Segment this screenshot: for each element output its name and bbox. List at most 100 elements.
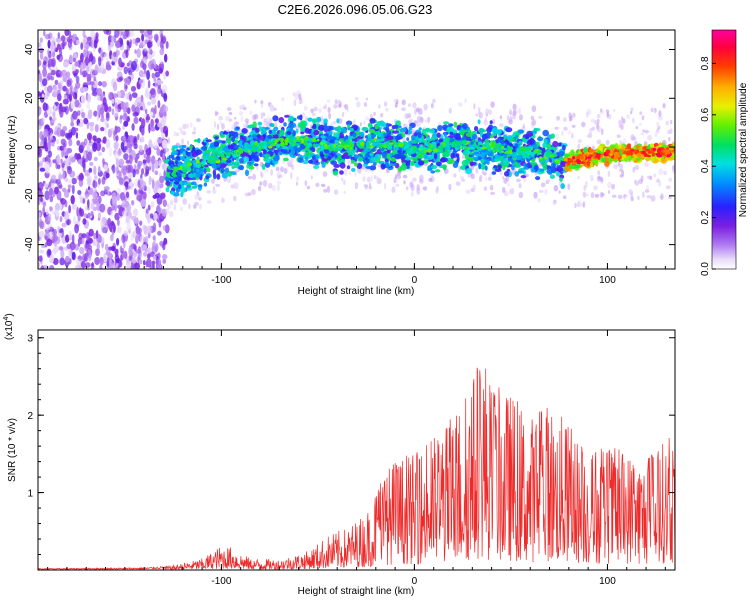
heatmap-cell-4610 xyxy=(165,187,170,193)
heatmap-cell-1900 xyxy=(409,118,414,123)
heatmap-cell-1908 xyxy=(600,177,604,183)
heatmap-cell-632 xyxy=(140,136,145,143)
heatmap-cell-975 xyxy=(87,212,91,219)
heatmap-cell-1961 xyxy=(193,126,196,132)
heatmap-cell-3345 xyxy=(411,134,415,140)
heatmap-cell-1363 xyxy=(254,99,257,104)
heatmap-cell-1288 xyxy=(88,254,92,262)
heatmap-cell-1752 xyxy=(380,113,384,118)
heatmap-cell-4638 xyxy=(514,164,522,168)
heatmap-cell-4178 xyxy=(386,135,394,141)
heatmap-cell-4103 xyxy=(213,172,217,180)
heatmap-cell-2011 xyxy=(252,173,256,181)
heatmap-cell-1274 xyxy=(120,31,127,36)
heatmap-cell-4754 xyxy=(400,164,407,171)
heatmap-cell-955 xyxy=(93,40,98,49)
heatmap-cell-1243 xyxy=(159,106,164,115)
heatmap-cell-4102 xyxy=(469,161,474,167)
heatmap-cell-1780 xyxy=(179,206,184,212)
heatmap-cell-1465 xyxy=(556,133,559,140)
heatmap-cell-1303 xyxy=(467,173,471,178)
heatmap-cell-1906 xyxy=(506,115,510,121)
heatmap-cell-4355 xyxy=(587,163,591,167)
heatmap-cell-4050 xyxy=(284,114,290,118)
heatmap-cell-1257 xyxy=(65,88,69,94)
heatmap-cell-4457 xyxy=(220,167,225,174)
heatmap-cell-1134 xyxy=(91,33,96,38)
heatmap-cell-1268 xyxy=(113,224,116,233)
heatmap-cell-1221 xyxy=(64,158,69,166)
heatmap-cell-1903 xyxy=(638,178,644,184)
heatmap-cell-1035 xyxy=(82,70,88,77)
heatmap-cell-1088 xyxy=(82,218,87,225)
heatmap-cell-1060 xyxy=(74,99,80,108)
heatmap-cell-2419 xyxy=(486,126,493,133)
heatmap-cell-1383 xyxy=(181,130,187,136)
heatmap-cell-1317 xyxy=(301,112,306,118)
heatmap-cell-2106 xyxy=(212,190,216,194)
heatmap-cell-1299 xyxy=(142,49,145,56)
heatmap-cell-1223 xyxy=(91,91,98,97)
heatmap-cell-1423 xyxy=(423,103,428,111)
heatmap-cell-1632 xyxy=(268,118,273,124)
heatmap-cell-1169 xyxy=(157,258,162,268)
heatmap-cell-1142 xyxy=(118,57,122,67)
heatmap-cell-728 xyxy=(60,158,63,164)
heatmap-cell-2028 xyxy=(385,108,389,112)
heatmap-cell-1287 xyxy=(146,70,151,80)
heatmap-cell-898 xyxy=(111,195,118,206)
heatmap-cell-2307 xyxy=(535,176,541,181)
heatmap-cell-4276 xyxy=(493,165,498,169)
heatmap-cell-3847 xyxy=(556,171,561,177)
heatmap-cell-4788 xyxy=(351,167,356,172)
heatmap-cell-1874 xyxy=(403,180,406,185)
heatmap-cell-3608 xyxy=(361,126,369,132)
heatmap-cell-3429 xyxy=(494,168,502,172)
heatmap-cell-1998 xyxy=(281,97,285,102)
heatmap-cell-4862 xyxy=(217,153,221,157)
heatmap-cell-2032 xyxy=(410,191,415,197)
heatmap-cell-1901 xyxy=(298,93,302,100)
heatmap-cell-423 xyxy=(151,50,156,57)
heatmap-cell-488 xyxy=(56,54,61,60)
heatmap-cell-382 xyxy=(135,234,139,244)
heatmap-cell-626 xyxy=(83,117,89,125)
heatmap-cell-354 xyxy=(43,264,48,269)
heatmap-cell-4334 xyxy=(268,129,273,134)
heatmap-cell-893 xyxy=(146,225,152,234)
heatmap-cell-1040 xyxy=(121,210,128,218)
heatmap-cell-3472 xyxy=(365,166,372,169)
heatmap-cell-436 xyxy=(159,48,165,56)
heatmap-cell-3561 xyxy=(426,155,433,161)
heatmap-cell-964 xyxy=(154,170,159,175)
heatmap-cell-1225 xyxy=(83,38,86,49)
heatmap-cell-4577 xyxy=(387,130,392,136)
heatmap-cell-901 xyxy=(160,193,166,200)
heatmap-cell-528 xyxy=(97,177,101,185)
heatmap-cell-800 xyxy=(76,140,81,146)
heatmap-cell-565 xyxy=(145,208,149,214)
heatmap-cell-1771 xyxy=(470,173,475,180)
heatmap-cell-2004 xyxy=(607,190,611,194)
heatmap-cell-1186 xyxy=(95,141,102,152)
heatmap-cell-4835 xyxy=(513,151,517,156)
heatmap-cell-1810 xyxy=(490,191,495,195)
heatmap-cell-4721 xyxy=(556,166,564,173)
heatmap-cell-2072 xyxy=(263,118,268,123)
heatmap-cell-963 xyxy=(87,109,93,119)
heatmap-cell-939 xyxy=(111,98,115,104)
heatmap-cell-1332 xyxy=(274,121,278,128)
heatmap-cell-1218 xyxy=(122,112,128,121)
heatmap-cell-1007 xyxy=(60,198,67,205)
heatmap-cell-1125 xyxy=(144,248,149,253)
heatmap-cell-4440 xyxy=(456,133,461,139)
heatmap-cell-731 xyxy=(64,150,69,156)
heatmap-cell-869 xyxy=(119,245,123,254)
heatmap-cell-1157 xyxy=(141,33,145,42)
heatmap-cell-3727 xyxy=(443,121,450,125)
heatmap-cell-679 xyxy=(164,130,168,138)
heatmap-cell-971 xyxy=(62,171,66,180)
heatmap-cell-1693 xyxy=(226,107,232,112)
heatmap-cell-4619 xyxy=(239,135,244,140)
heatmap-cell-831 xyxy=(117,219,120,227)
